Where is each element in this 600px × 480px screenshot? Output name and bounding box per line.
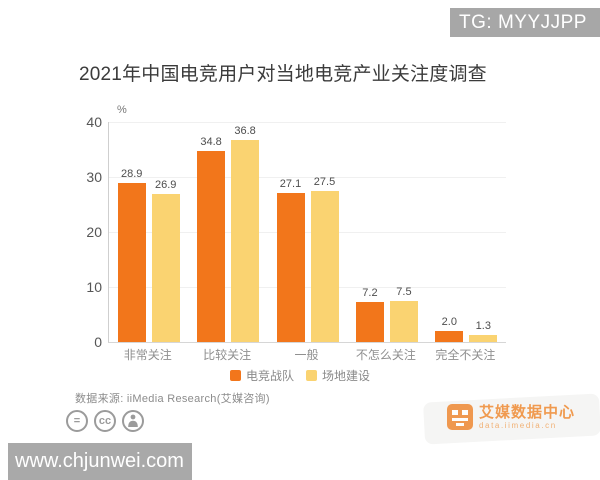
category-label: 完全不关注	[435, 348, 496, 362]
bar-value-label: 34.8	[200, 135, 222, 148]
bar	[469, 334, 498, 342]
gridline	[109, 122, 506, 123]
y-tick-label: 20	[86, 224, 102, 240]
y-tick-label: 30	[86, 169, 102, 185]
gridline	[109, 287, 506, 288]
bar	[310, 190, 339, 342]
data-source-note: 数据来源: iiMedia Research(艾媒咨询)	[75, 393, 270, 405]
bar	[117, 183, 146, 342]
bar-column: 26.9	[151, 122, 180, 342]
bar-column: 34.8	[197, 122, 226, 342]
legend: 电竞战队 场地建设	[0, 367, 600, 384]
plot-area: 28.9 26.9 34.8 36.8 27.1 27.5 7.2 7.5 2.0 1.3	[108, 122, 506, 343]
bar-group: 27.1 27.5	[268, 122, 347, 342]
bar	[276, 192, 305, 342]
category-label: 一般	[294, 348, 319, 362]
bar-column: 1.3	[469, 122, 498, 342]
bar	[151, 194, 180, 342]
bar-group: 7.2 7.5	[347, 122, 426, 342]
bar-column: 27.1	[276, 122, 305, 342]
bar-column: 7.2	[355, 122, 384, 342]
category-label: 非常关注	[123, 348, 172, 362]
site-watermark: www.chjunwei.com	[8, 443, 192, 480]
bar-column: 36.8	[231, 122, 260, 342]
bar	[197, 150, 226, 342]
legend-swatch	[306, 370, 317, 381]
bar-group: 28.9 26.9	[109, 122, 188, 342]
bar-column: 7.5	[389, 122, 418, 342]
bar-value-label: 27.5	[313, 175, 336, 188]
y-tick-label: 10	[86, 279, 102, 295]
bar-group: 34.8 36.8	[188, 122, 267, 342]
brand-text: 艾媒数据中心 data.iimedia.cn	[478, 403, 575, 430]
brand-logo: 艾媒数据中心 data.iimedia.cn	[446, 403, 575, 430]
bar	[355, 302, 384, 342]
bar	[435, 331, 464, 342]
bar-column: 28.9	[117, 122, 146, 342]
bar-value-label: 26.9	[154, 179, 177, 192]
person-glyph	[128, 414, 138, 427]
brand-domain: data.iimedia.cn	[478, 420, 557, 430]
bar-value-label: 2.0	[441, 316, 457, 328]
legend-item: 电竞战队	[229, 367, 294, 384]
gridline	[109, 232, 506, 233]
person-circle-icon	[122, 410, 144, 432]
y-axis-unit-label: %	[117, 104, 127, 116]
cc-circle-icon: cc	[94, 410, 116, 432]
bar-value-label: 7.5	[396, 285, 412, 298]
bar	[389, 300, 418, 342]
license-icons: = cc	[66, 410, 144, 432]
legend-label: 电竞战队	[245, 369, 294, 383]
legend-label: 场地建设	[322, 369, 371, 383]
category-label: 比较关注	[203, 348, 252, 362]
bar-group: 2.0 1.3	[427, 122, 506, 342]
gridline	[109, 177, 506, 178]
y-tick-label: 0	[94, 334, 102, 350]
bar-groups: 28.9 26.9 34.8 36.8 27.1 27.5 7.2 7.5 2.0 1.3	[109, 122, 506, 342]
bar-value-label: 28.9	[120, 168, 143, 181]
equals-glyph: =	[73, 414, 81, 427]
bar-value-label: 7.2	[362, 287, 378, 300]
cc-glyph: cc	[98, 414, 112, 427]
site-watermark-label: www.chjunwei.com	[15, 450, 184, 472]
bar-value-label: 1.3	[475, 319, 491, 332]
equals-circle-icon: =	[66, 410, 88, 432]
category-label: 不怎么关注	[355, 348, 416, 362]
bar-column: 27.5	[310, 122, 339, 342]
category-axis: 非常关注 比较关注 一般 不怎么关注 完全不关注	[108, 346, 505, 363]
bar-value-label: 36.8	[234, 124, 256, 137]
tg-watermark-label: TG: MYYJJPP	[459, 12, 587, 33]
legend-swatch	[229, 370, 241, 381]
legend-item: 场地建设	[306, 367, 370, 384]
iimedia-logo-icon	[446, 404, 473, 430]
tg-watermark: TG: MYYJJPP	[450, 8, 600, 37]
y-tick-label: 40	[86, 114, 102, 130]
brand-name: 艾媒数据中心	[478, 403, 575, 421]
bar-column: 2.0	[435, 122, 464, 342]
bar	[231, 139, 260, 342]
chart-title: 2021年中国电竞用户对当地电竞产业关注度调查	[79, 64, 487, 85]
bar-value-label: 27.1	[279, 177, 302, 190]
